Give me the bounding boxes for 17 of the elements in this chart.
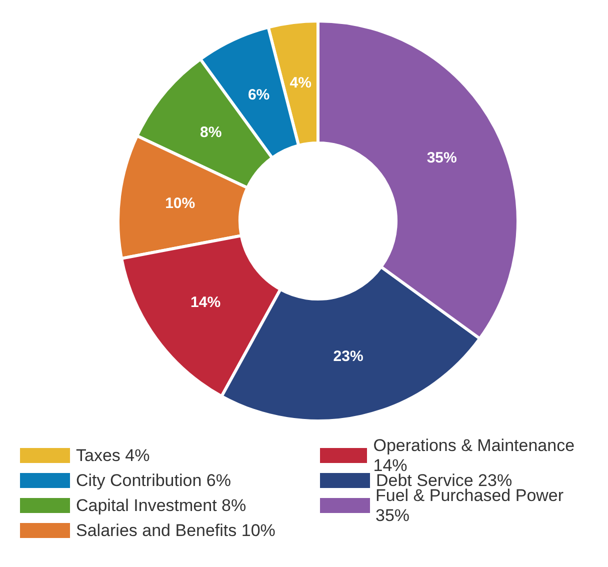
- text: 4%: [125, 446, 150, 464]
- legend-label: Taxes: [76, 446, 120, 464]
- text: 8%: [222, 496, 246, 514]
- data-label: 14%: [190, 294, 221, 312]
- text: 10%: [241, 520, 276, 540]
- data-label: 6%: [248, 86, 270, 104]
- legend-label: City Contribution: [76, 470, 202, 490]
- legend-label: Capital Investment: [76, 496, 217, 514]
- text: 6%: [206, 470, 231, 490]
- data-label: 4%: [290, 74, 312, 92]
- data-label: 8%: [200, 124, 222, 141]
- data-label: 35%: [426, 149, 457, 166]
- data-label: 10%: [165, 195, 196, 212]
- data-label: 23%: [333, 348, 364, 366]
- legend-label: Salaries and Benefits: [76, 520, 237, 540]
- text: 35%: [376, 506, 410, 524]
- legend-label: Operations & Maintenance: [373, 436, 575, 454]
